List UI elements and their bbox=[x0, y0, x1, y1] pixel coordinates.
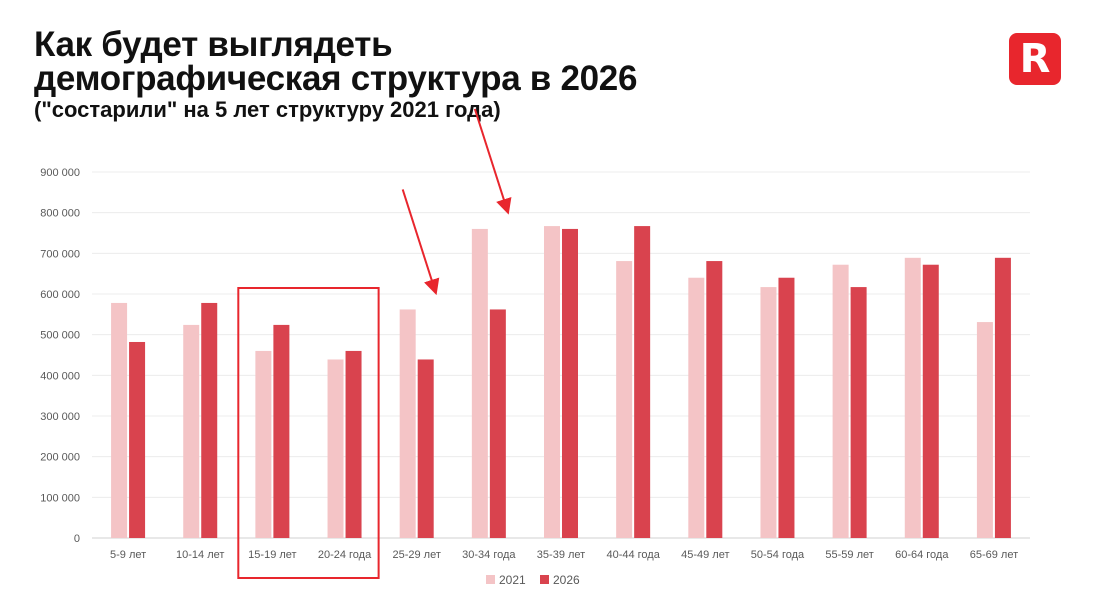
bar-2021-11 bbox=[904, 257, 921, 538]
x-tick-label: 60-64 года bbox=[895, 549, 949, 561]
x-tick-label: 30-34 года bbox=[462, 549, 516, 561]
y-axis: 0 100 000 200 000 300 000 400 000 500 000 600 … bbox=[40, 167, 80, 545]
x-axis: 5-9 лет 10-14 лет 15-19 лет 20-24 года 25-29… bbox=[110, 549, 1018, 561]
logo-letter: R bbox=[1019, 36, 1051, 82]
bar-2026-10 bbox=[850, 287, 867, 538]
x-tick-label: 50-54 года bbox=[751, 549, 805, 561]
legend-label: 2021 bbox=[499, 573, 526, 587]
brand-logo: R bbox=[1009, 33, 1061, 85]
bar-2026-1 bbox=[201, 302, 218, 538]
highlight-box bbox=[237, 287, 380, 579]
bar-2021-5 bbox=[471, 228, 488, 538]
y-tick-label: 400 000 bbox=[40, 370, 80, 382]
bar-2026-3 bbox=[345, 350, 362, 538]
y-tick-label: 300 000 bbox=[40, 411, 80, 423]
title-line-1: Как будет выглядеть bbox=[34, 25, 393, 64]
bar-2026-12 bbox=[994, 257, 1011, 538]
bar-2021-3 bbox=[327, 359, 344, 538]
arrow-annotation bbox=[401, 189, 440, 296]
bar-2026-4 bbox=[417, 359, 434, 538]
x-tick-label: 35-39 лет bbox=[537, 549, 585, 561]
chart-title: Как будет выглядеть демографическая стру… bbox=[34, 25, 638, 98]
legend-swatch-2026 bbox=[540, 575, 549, 584]
x-tick-label: 20-24 года bbox=[318, 549, 372, 561]
y-tick-label: 500 000 bbox=[40, 330, 80, 342]
annotations bbox=[237, 108, 512, 579]
bar-2021-2 bbox=[255, 350, 272, 538]
arrow-annotation bbox=[473, 108, 512, 215]
y-tick-label: 900 000 bbox=[40, 167, 80, 179]
bar-2026-6 bbox=[562, 228, 578, 538]
bar-2026-5 bbox=[489, 309, 506, 538]
bar-2026-7 bbox=[634, 226, 651, 538]
x-tick-label: 5-9 лет bbox=[110, 549, 146, 561]
bar-2021-7 bbox=[616, 261, 633, 538]
y-tick-label: 700 000 bbox=[40, 248, 80, 260]
bar-2026-2 bbox=[273, 324, 290, 538]
title-line-2: демографическая структура в 2026 bbox=[34, 59, 638, 98]
legend-swatch-2021 bbox=[486, 575, 495, 584]
x-tick-label: 10-14 лет bbox=[176, 549, 224, 561]
bar-2021-10 bbox=[832, 264, 849, 538]
x-tick-label: 25-29 лет bbox=[392, 549, 440, 561]
bar-2021-1 bbox=[183, 324, 200, 538]
x-tick-label: 15-19 лет bbox=[248, 549, 296, 561]
y-tick-label: 100 000 bbox=[40, 492, 80, 504]
bar-2026-11 bbox=[922, 264, 939, 538]
x-tick-label: 40-44 года bbox=[606, 549, 660, 561]
bar-2021-0 bbox=[111, 302, 128, 538]
chart-subtitle: ("состарили" на 5 лет структуру 2021 год… bbox=[34, 97, 501, 122]
y-tick-label: 600 000 bbox=[40, 289, 80, 301]
y-tick-label: 0 bbox=[74, 533, 80, 545]
legend: 2021 2026 bbox=[486, 573, 580, 587]
gridlines bbox=[92, 171, 1030, 539]
y-tick-label: 800 000 bbox=[40, 208, 80, 220]
bar-2026-0 bbox=[129, 341, 146, 538]
bar-2021-12 bbox=[976, 322, 993, 538]
bar-2026-8 bbox=[706, 261, 723, 538]
bar-2021-4 bbox=[399, 309, 416, 538]
y-tick-label: 200 000 bbox=[40, 452, 80, 464]
bar-2021-6 bbox=[544, 226, 560, 538]
legend-label: 2026 bbox=[553, 573, 580, 587]
bar-2021-8 bbox=[688, 277, 705, 538]
bars bbox=[111, 226, 1011, 538]
x-tick-label: 55-59 лет bbox=[825, 549, 873, 561]
bar-2026-9 bbox=[778, 277, 795, 538]
bar-2021-9 bbox=[760, 287, 777, 538]
x-tick-label: 65-69 лет bbox=[970, 549, 1018, 561]
x-tick-label: 45-49 лет bbox=[681, 549, 729, 561]
